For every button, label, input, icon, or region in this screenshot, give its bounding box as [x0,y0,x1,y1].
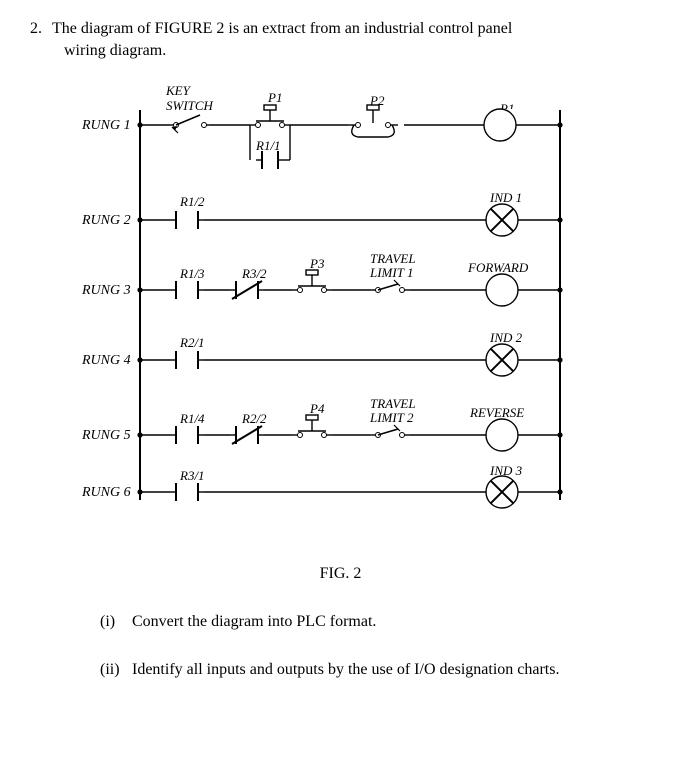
svg-text:P4: P4 [309,401,325,416]
svg-text:LIMIT 1: LIMIT 1 [369,265,413,280]
svg-text:TRAVEL: TRAVEL [370,251,416,266]
svg-text:RUNG 5: RUNG 5 [81,428,131,443]
svg-text:P3: P3 [309,256,325,271]
svg-text:R2/1: R2/1 [179,335,205,350]
svg-text:R1/4: R1/4 [179,411,205,426]
svg-text:IND 1: IND 1 [489,190,522,205]
figure-caption: FIG. 2 [30,565,651,583]
svg-text:TRAVEL: TRAVEL [370,396,416,411]
subpart-text: Identify all inputs and outputs by the u… [132,661,559,679]
question-number: 2. [30,20,52,38]
question-text-line1: The diagram of FIGURE 2 is an extract fr… [52,20,651,38]
svg-text:RUNG 1: RUNG 1 [81,118,131,133]
svg-text:REVERSE: REVERSE [469,405,524,420]
subpart-2: (ii)Identify all inputs and outputs by t… [100,661,651,679]
subpart-mark: (i) [100,613,132,631]
svg-text:KEY: KEY [165,83,192,98]
svg-text:LIMIT 2: LIMIT 2 [369,410,414,425]
svg-text:RUNG 3: RUNG 3 [81,283,131,298]
subpart-list: (i)Convert the diagram into PLC format.(… [100,613,651,679]
svg-text:IND 2: IND 2 [489,330,523,345]
svg-text:R1/3: R1/3 [179,266,205,281]
svg-text:RUNG 2: RUNG 2 [81,213,131,228]
svg-text:FORWARD: FORWARD [467,260,529,275]
svg-text:R3/1: R3/1 [179,468,205,483]
svg-text:R2/2: R2/2 [241,411,267,426]
subpart-mark: (ii) [100,661,132,679]
svg-text:R1/2: R1/2 [179,194,205,209]
ladder-diagram: RUNG 1 RUNG 2 RUNG 3 RUNG 4 RUNG 5 RUNG 6 KEYS… [70,80,651,535]
svg-text:RUNG 6: RUNG 6 [81,485,131,500]
subpart-text: Convert the diagram into PLC format. [132,613,376,631]
question-text-line2: wiring diagram. [64,42,651,60]
svg-text:P1: P1 [267,90,282,105]
svg-text:R3/2: R3/2 [241,266,267,281]
svg-text:RUNG 4: RUNG 4 [81,353,131,368]
svg-text:SWITCH: SWITCH [166,98,214,113]
subpart-1: (i)Convert the diagram into PLC format. [100,613,651,631]
svg-text:P2: P2 [369,93,385,108]
